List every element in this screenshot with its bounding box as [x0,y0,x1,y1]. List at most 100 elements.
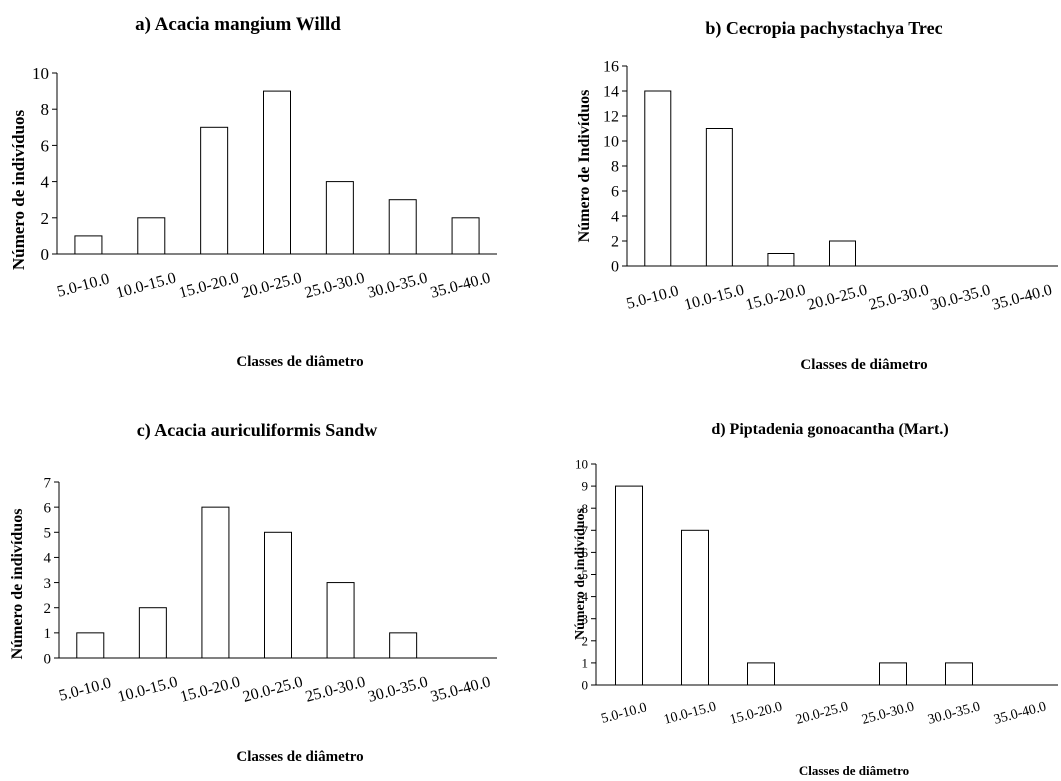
y-tick-label: 4 [44,551,52,567]
bar [768,254,794,267]
y-tick-label: 4 [611,209,619,226]
x-tick-label: 20.0-25.0 [240,270,304,302]
panel-b: b) Cecropia pachystachya Trec Número de … [576,18,1058,373]
y-axis-label: Número de indivíduos [9,109,28,270]
y-tick-label: 4 [41,173,50,192]
x-tick-label: 15.0-20.0 [177,270,241,302]
x-tick-label: 30.0-35.0 [926,699,982,727]
bar [682,530,709,685]
plot-area: 0 1 2 3 4 5 6 7 5.0-10.0 10.0-15.015.0-20.020.0-2… [44,475,498,706]
bar [389,200,416,254]
y-tick-label: 0 [582,678,589,693]
y-tick-label: 2 [611,234,619,251]
y-tick-label: 0 [611,259,619,276]
y-tick-label: 1 [44,626,52,642]
x-tick-label: 5.0-10.0 [600,700,649,727]
y-tick-label: 10 [603,134,619,151]
x-axis-label: Classes de diâmetro [800,357,927,373]
y-tick-label: 8 [582,501,589,516]
bar [201,127,228,254]
panel-c: c) Acacia auriculiformis Sandw Número de… [9,420,497,765]
bar [390,633,417,658]
x-tick-label: 20.0-25.0 [241,674,305,706]
y-tick-label: 0 [44,651,52,667]
y-tick-label: 8 [611,159,619,176]
x-tick-label: 35.0-40.0 [992,699,1048,727]
x-tick-label: 25.0-30.0 [304,674,368,706]
chart-title: a) Acacia mangium Willd [135,14,341,35]
x-tick-label: 5.0-10.0 [55,271,111,301]
y-tick-label: 1 [582,655,589,670]
x-tick-label: 10.0-15.0 [662,699,718,727]
bar [645,91,671,266]
y-tick-label: 6 [582,545,589,560]
y-tick-label: 3 [582,611,589,626]
panel-d: d) Piptadenia gonoacantha (Mart.) Número… [573,421,1058,778]
chart-title: b) Cecropia pachystachya Trec [705,18,942,39]
x-tick-label: 15.0-20.0 [178,674,242,706]
y-tick-label: 7 [44,475,52,491]
bar [748,663,775,685]
bar [616,486,643,685]
x-axis-label: Classes de diâmetro [236,749,363,765]
x-axis-label: Classes de diâmetro [799,763,909,778]
y-axis-label: Número de Indivíduos [576,90,593,243]
x-tick-label: 10.0-15.0 [682,282,746,314]
bar [326,182,353,254]
x-tick-label: 10.0-15.0 [114,270,178,302]
y-tick-label: 10 [32,64,49,83]
y-tick-label: 9 [582,479,589,494]
bar [264,91,291,254]
y-tick-label: 6 [44,500,52,516]
x-tick-label: 35.0-40.0 [429,270,493,302]
x-tick-label: 25.0-30.0 [303,270,367,302]
panel-a: a) Acacia mangium Willd Número de indiví… [9,14,497,370]
bar [265,532,292,658]
plot-area: 0 2 4 6 8 10 5.0-10.0 10.0-15.0 15.0-20.0 20.0-25… [32,64,497,302]
bar [139,608,166,658]
x-tick-label: 15.0-20.0 [744,282,808,314]
x-tick-label: 15.0-20.0 [728,699,784,727]
y-tick-label: 3 [44,576,52,592]
bar [452,218,479,254]
y-tick-label: 14 [603,84,619,101]
bar [880,663,907,685]
y-tick-label: 12 [603,109,619,126]
bar [830,241,856,266]
x-tick-label: 30.0-35.0 [366,674,430,706]
bar [946,663,973,685]
x-tick-label: 35.0-40.0 [429,674,493,706]
x-tick-label: 25.0-30.0 [867,282,931,314]
x-tick-label: 30.0-35.0 [366,270,430,302]
bar [75,236,102,254]
x-tick-label: 25.0-30.0 [860,699,916,727]
y-tick-label: 7 [582,523,589,538]
y-tick-label: 5 [582,567,589,582]
y-tick-label: 2 [582,633,589,648]
y-tick-label: 2 [41,209,50,228]
y-tick-label: 5 [44,526,52,542]
x-tick-label: 5.0-10.0 [57,675,113,705]
x-tick-label: 5.0-10.0 [625,283,681,313]
x-tick-label: 20.0-25.0 [806,282,870,314]
plot-area: 0 1 2 3 4 5 6 7 8 9 10 5.0-10.0 10.0-15.0 15.0-20.0 20… [575,457,1058,728]
bar [202,507,229,658]
y-tick-label: 10 [575,457,588,472]
x-tick-label: 35.0-40.0 [990,282,1054,314]
y-tick-label: 2 [44,601,52,617]
y-tick-label: 16 [603,59,619,76]
y-tick-label: 6 [611,184,619,201]
bar [706,129,732,267]
x-tick-label: 10.0-15.0 [116,674,180,706]
x-tick-label: 30.0-35.0 [929,282,993,314]
bar [327,583,354,658]
y-tick-label: 6 [41,136,50,155]
bar [77,633,104,658]
chart-title: c) Acacia auriculiformis Sandw [137,420,378,441]
y-tick-label: 0 [41,245,50,264]
y-axis-label: Número de indivíduos [9,509,26,660]
y-tick-label: 8 [41,100,50,119]
chart-title: d) Piptadenia gonoacantha (Mart.) [711,421,948,438]
